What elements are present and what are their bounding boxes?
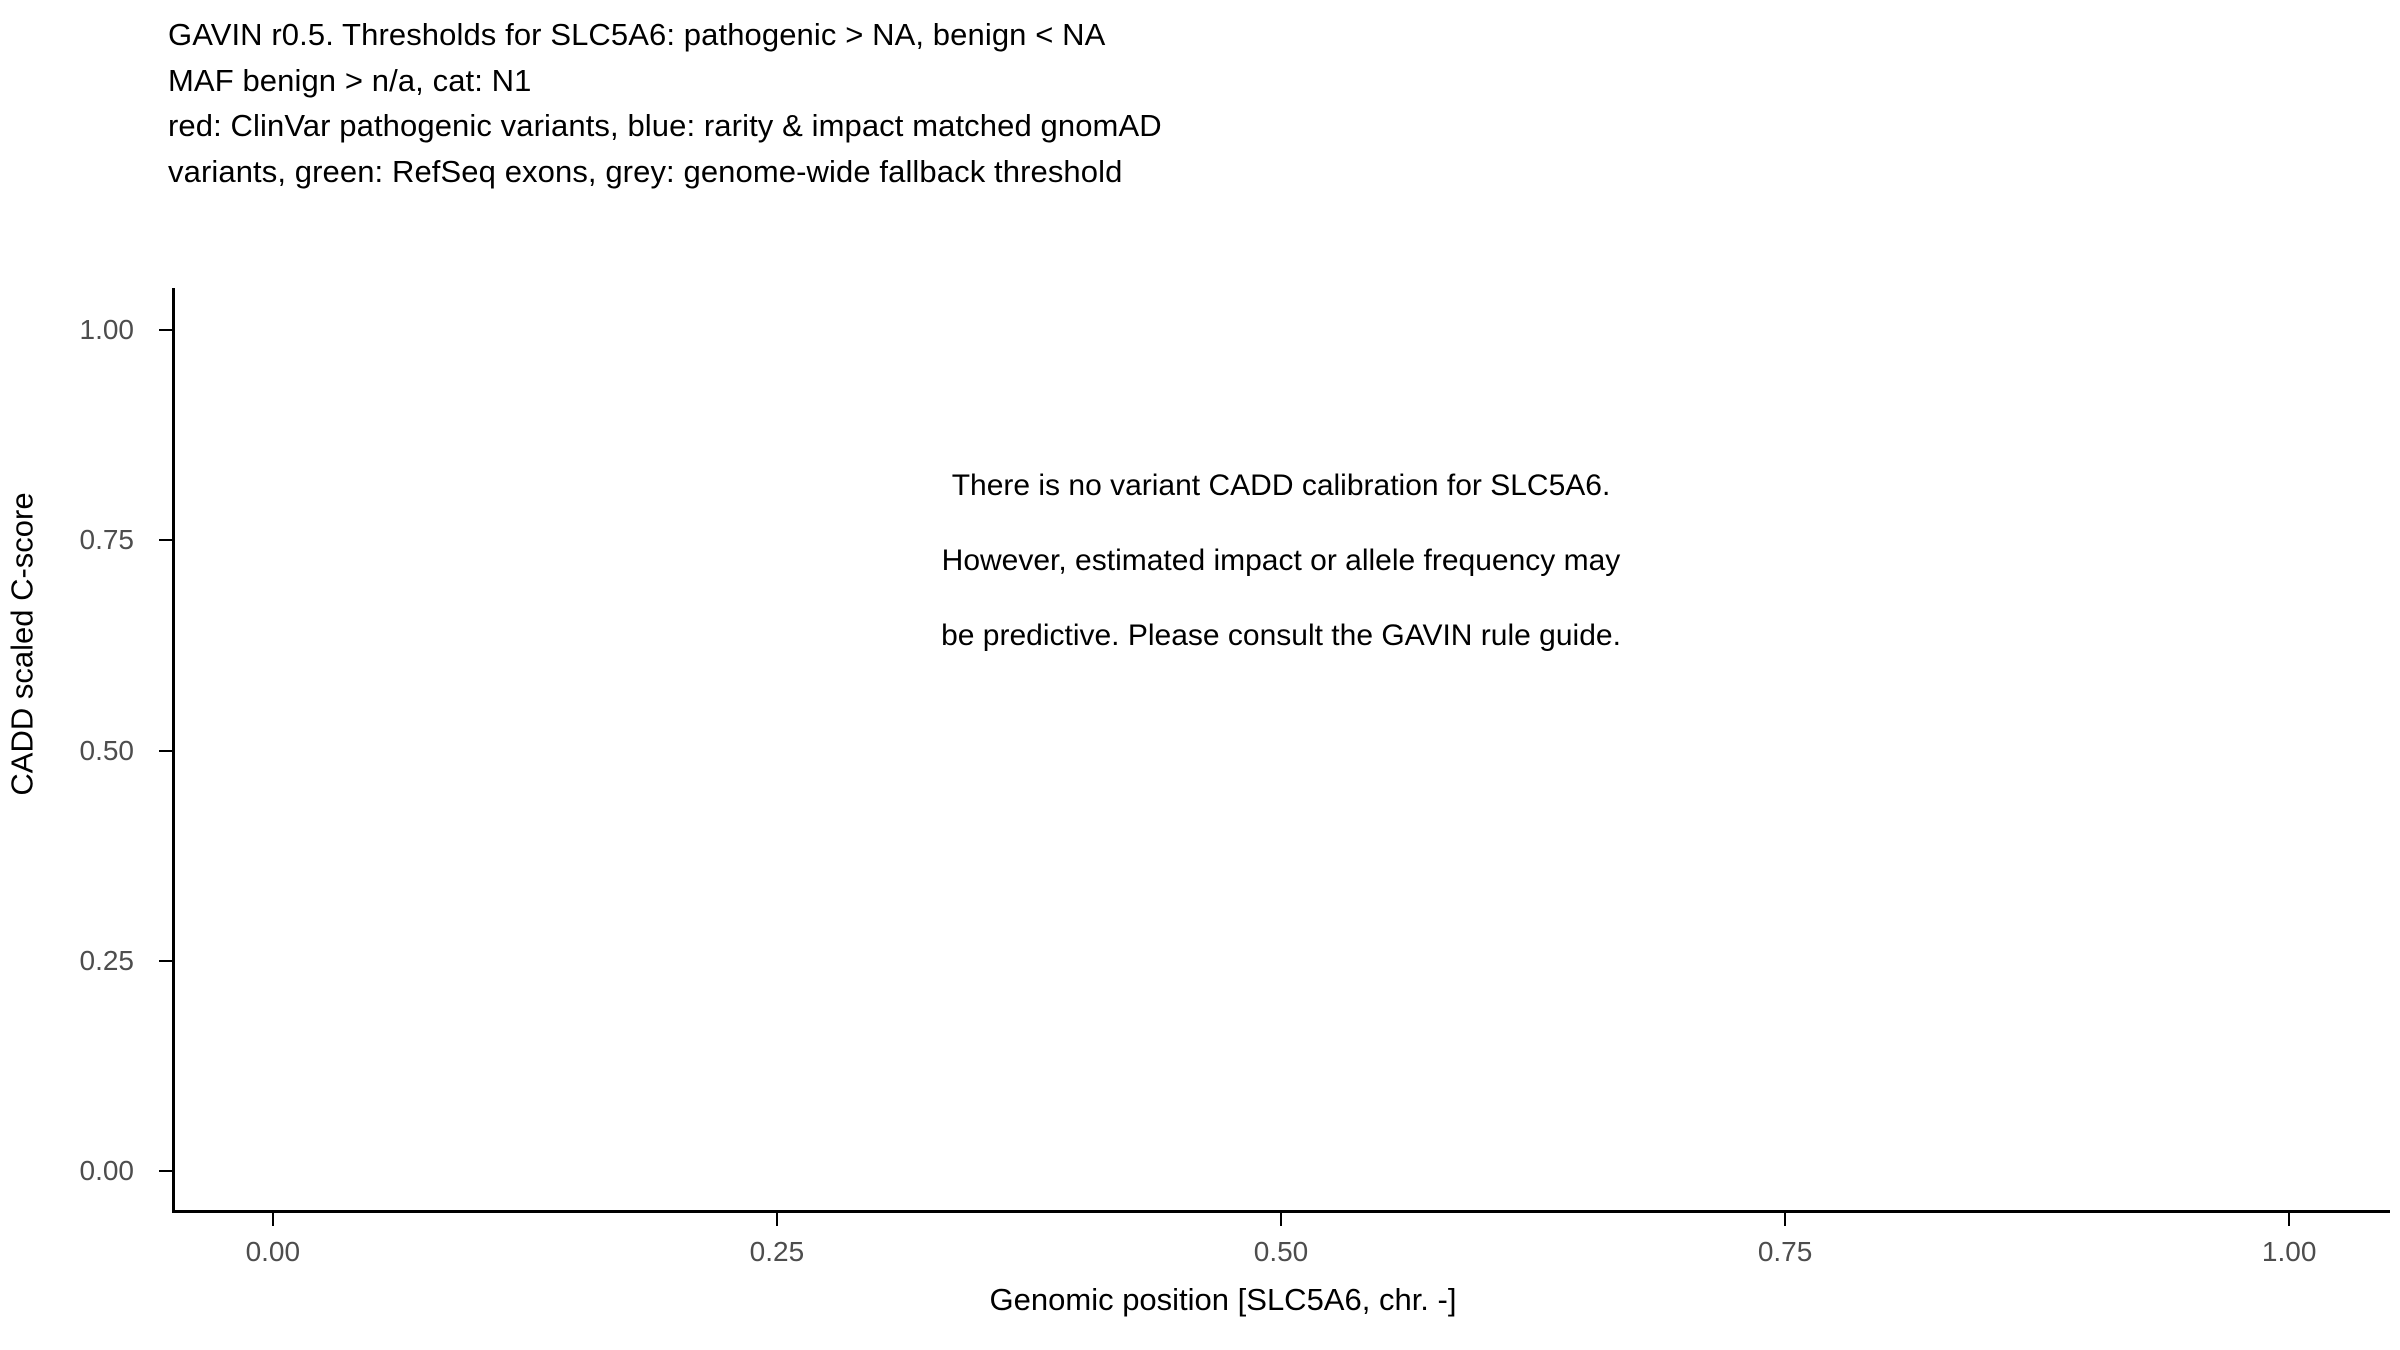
y-tick-mark (159, 959, 172, 962)
y-tick-label: 0.50 (79, 734, 135, 766)
plot-title-line-4: variants, green: RefSeq exons, grey: gen… (168, 153, 1123, 189)
y-tick-label: 0.00 (79, 1154, 135, 1186)
x-tick-mark (1280, 1213, 1282, 1226)
x-tick-mark (775, 1213, 778, 1226)
y-axis-line (172, 288, 175, 1213)
y-tick-mark (159, 329, 172, 332)
x-tick-mark (2288, 1213, 2291, 1226)
plot-title-line-2: MAF benign > n/a, cat: N1 (168, 62, 532, 98)
plot-title-line-1: GAVIN r0.5. Thresholds for SLC5A6: patho… (168, 17, 1106, 52)
plot-title-line-3: red: ClinVar pathogenic variants, blue: … (168, 108, 1162, 143)
y-axis-title-label: CADD scaled C-score (5, 492, 41, 796)
x-tick-mark (271, 1213, 274, 1226)
x-tick-mark (1784, 1213, 1787, 1226)
y-tick-label: 0.25 (79, 944, 135, 976)
panel-background (172, 288, 2390, 1213)
x-tick-label: 0.25 (749, 1236, 805, 1267)
y-tick-mark (159, 749, 172, 752)
x-axis-title: Genomic position [SLC5A6, chr. -] (989, 1282, 1457, 1317)
y-tick-mark (159, 539, 172, 542)
y-tick-mark (159, 1169, 172, 1172)
plot-title: GAVIN r0.5. Thresholds for SLC5A6: patho… (168, 12, 2268, 194)
x-tick-label: 1.00 (2261, 1236, 2317, 1267)
y-tick-label: 1.00 (79, 314, 135, 346)
x-tick-label: 0.00 (245, 1236, 301, 1267)
x-tick-label: 0.50 (1253, 1236, 1309, 1267)
x-tick-label: 0.75 (1757, 1236, 1813, 1267)
y-tick-label: 0.75 (79, 524, 135, 556)
y-axis-title: CADD scaled C-score (0, 0, 46, 1350)
plot-panel: 0.00 0.25 0.50 0.75 1.00 0.00 0.25 0.50 0.75 1.0… (80, 288, 2390, 1267)
x-axis-line (172, 1210, 2390, 1213)
